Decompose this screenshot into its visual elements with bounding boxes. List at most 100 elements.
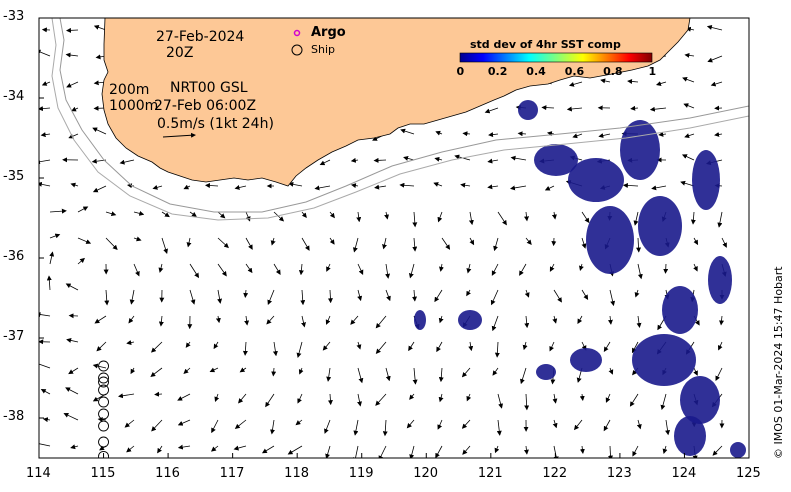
current-vector (665, 419, 671, 436)
current-vector (609, 289, 616, 307)
current-vector (578, 263, 584, 271)
current-vector (353, 419, 359, 436)
current-vector (92, 363, 107, 369)
current-vector (603, 419, 611, 432)
current-vector (492, 367, 499, 376)
sst-variance-patch (570, 348, 602, 372)
current-vector (408, 263, 415, 279)
current-vector (484, 107, 499, 114)
current-vector (93, 25, 107, 31)
scale-arrow (162, 132, 196, 138)
y-tick-label: -36 (3, 249, 25, 264)
current-vector (385, 367, 391, 382)
current-vector (352, 237, 359, 253)
current-vector (133, 210, 145, 216)
current-vector (631, 341, 639, 354)
current-vector (39, 106, 51, 112)
current-vector (267, 289, 275, 306)
current-vector (126, 340, 135, 346)
current-vector (273, 211, 285, 222)
current-vector (272, 341, 278, 357)
current-vector (150, 367, 163, 377)
isobath-200m (59, 18, 749, 213)
x-tick-label: 124 (671, 466, 697, 481)
sst-variance-patch (638, 196, 682, 256)
current-vector (119, 159, 135, 165)
current-vector (573, 419, 583, 431)
current-vector (356, 341, 362, 350)
current-vector (373, 157, 387, 163)
current-vector (271, 367, 277, 377)
current-vector (374, 184, 387, 190)
x-tick-label: 122 (542, 466, 568, 481)
current-vector (105, 237, 118, 251)
current-vector (693, 237, 699, 246)
current-vector (382, 419, 388, 437)
current-vector (68, 133, 79, 139)
current-vector (39, 361, 51, 369)
current-vector (357, 289, 363, 302)
current-vector (66, 81, 79, 88)
current-vector (655, 81, 667, 86)
current-vector (49, 251, 55, 265)
colorbar-tick-label: 0.8 (603, 65, 623, 78)
y-tick-label: -38 (3, 409, 25, 424)
ship-position-marker (98, 360, 109, 372)
current-vector (298, 367, 304, 375)
current-vector (607, 445, 613, 458)
current-vector (233, 445, 247, 451)
ship-position-marker (98, 396, 109, 408)
current-vector (326, 263, 331, 272)
sst-variance-patch (568, 158, 624, 202)
current-vector (488, 132, 499, 138)
current-vector (717, 341, 723, 351)
colorbar-tick-label: 0 (456, 65, 465, 78)
y-tick-label: -33 (3, 9, 25, 24)
current-vector (629, 393, 639, 407)
current-vector (40, 132, 51, 138)
axis-ticks (38, 17, 750, 458)
current-vector (77, 237, 92, 244)
current-vector (245, 237, 253, 250)
x-tick-label: 120 (413, 466, 439, 481)
credit-label: © IMOS 01-Mar-2024 15:47 Hobart (772, 266, 785, 459)
current-vector (157, 445, 163, 454)
current-vector (494, 341, 500, 358)
current-vector (636, 315, 642, 329)
current-vector (183, 184, 191, 190)
current-vector (634, 289, 640, 298)
plot-frame (38, 17, 750, 459)
current-vector (497, 393, 504, 409)
colorbar-tick-label: 0.4 (526, 65, 546, 78)
current-vector (325, 315, 331, 325)
sst-variance-patch (674, 416, 706, 456)
colorbar-title: std dev of 4hr SST comp (470, 38, 621, 51)
current-vector (92, 185, 107, 193)
ship-position-marker (98, 436, 109, 448)
current-vector (270, 419, 275, 435)
current-vector (244, 315, 250, 326)
current-vector (161, 211, 170, 218)
current-vector (133, 263, 140, 277)
current-vector (525, 237, 532, 245)
current-vector (693, 263, 698, 272)
current-vector (627, 78, 639, 84)
current-vector (117, 393, 135, 399)
sst-variance-patch (708, 256, 732, 304)
current-vector (487, 184, 499, 190)
current-vector (77, 206, 89, 213)
current-vector (296, 341, 303, 358)
current-vector (651, 185, 667, 191)
scale-label: 0.5m/s (1kt 24h) (157, 116, 274, 132)
current-vector (581, 211, 590, 224)
current-vector (524, 315, 530, 329)
current-vector (234, 419, 247, 429)
current-vector (40, 389, 51, 395)
current-vector (399, 182, 415, 188)
current-vector (211, 419, 219, 434)
current-vector (649, 106, 667, 112)
current-vector (714, 131, 723, 137)
current-vector (186, 237, 192, 248)
current-vector (510, 185, 527, 191)
